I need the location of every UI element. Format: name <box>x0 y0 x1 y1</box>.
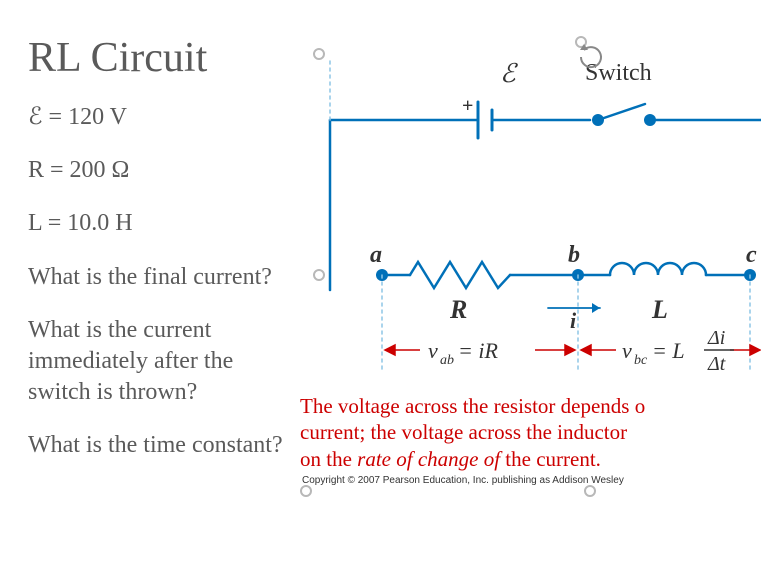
page-title: RL Circuit <box>28 34 298 82</box>
vbc-eq: = L <box>652 338 685 363</box>
question-2: What is the current immediately after th… <box>28 315 298 409</box>
question-3: What is the time constant? <box>28 430 298 461</box>
frac-bot: Δt <box>707 353 726 375</box>
caption-line-3a: on the <box>300 447 357 471</box>
vbc-v: v <box>622 338 632 363</box>
caption-line-2: current; the voltage across the inductor <box>300 420 627 444</box>
node-c-label: c <box>746 242 757 268</box>
l-label: L <box>651 295 668 324</box>
caption-text: The voltage across the resistor depends … <box>300 393 761 472</box>
question-1: What is the final current? <box>28 262 298 293</box>
l-param: L = 10.0 H <box>28 208 298 239</box>
caption-line-3-i: rate of change of <box>357 447 500 471</box>
caption-line-1: The voltage across the resistor depends … <box>300 394 645 418</box>
emf-symbol: ℰ <box>500 59 518 88</box>
circuit-diagram: ℰ + Switch a b c R L i v ab = iR v bc = … <box>310 40 761 400</box>
node-b-label: b <box>568 242 580 268</box>
frac-top: Δi <box>707 327 725 349</box>
r-label: R <box>449 295 467 324</box>
plus-sign: + <box>462 95 473 117</box>
node-a-label: a <box>370 242 382 268</box>
copyright-text: Copyright © 2007 Pearson Education, Inc.… <box>302 475 624 486</box>
vbc-sub: bc <box>634 353 648 368</box>
vab-v: v <box>428 338 438 363</box>
switch-label: Switch <box>585 60 652 86</box>
i-label: i <box>570 308 577 333</box>
vab-eq: = iR <box>458 338 498 363</box>
r-param: R = 200 Ω <box>28 155 298 186</box>
caption-line-3b: the current. <box>500 447 601 471</box>
emf-param: ℰ = 120 V <box>28 102 298 133</box>
vab-sub: ab <box>440 353 454 368</box>
